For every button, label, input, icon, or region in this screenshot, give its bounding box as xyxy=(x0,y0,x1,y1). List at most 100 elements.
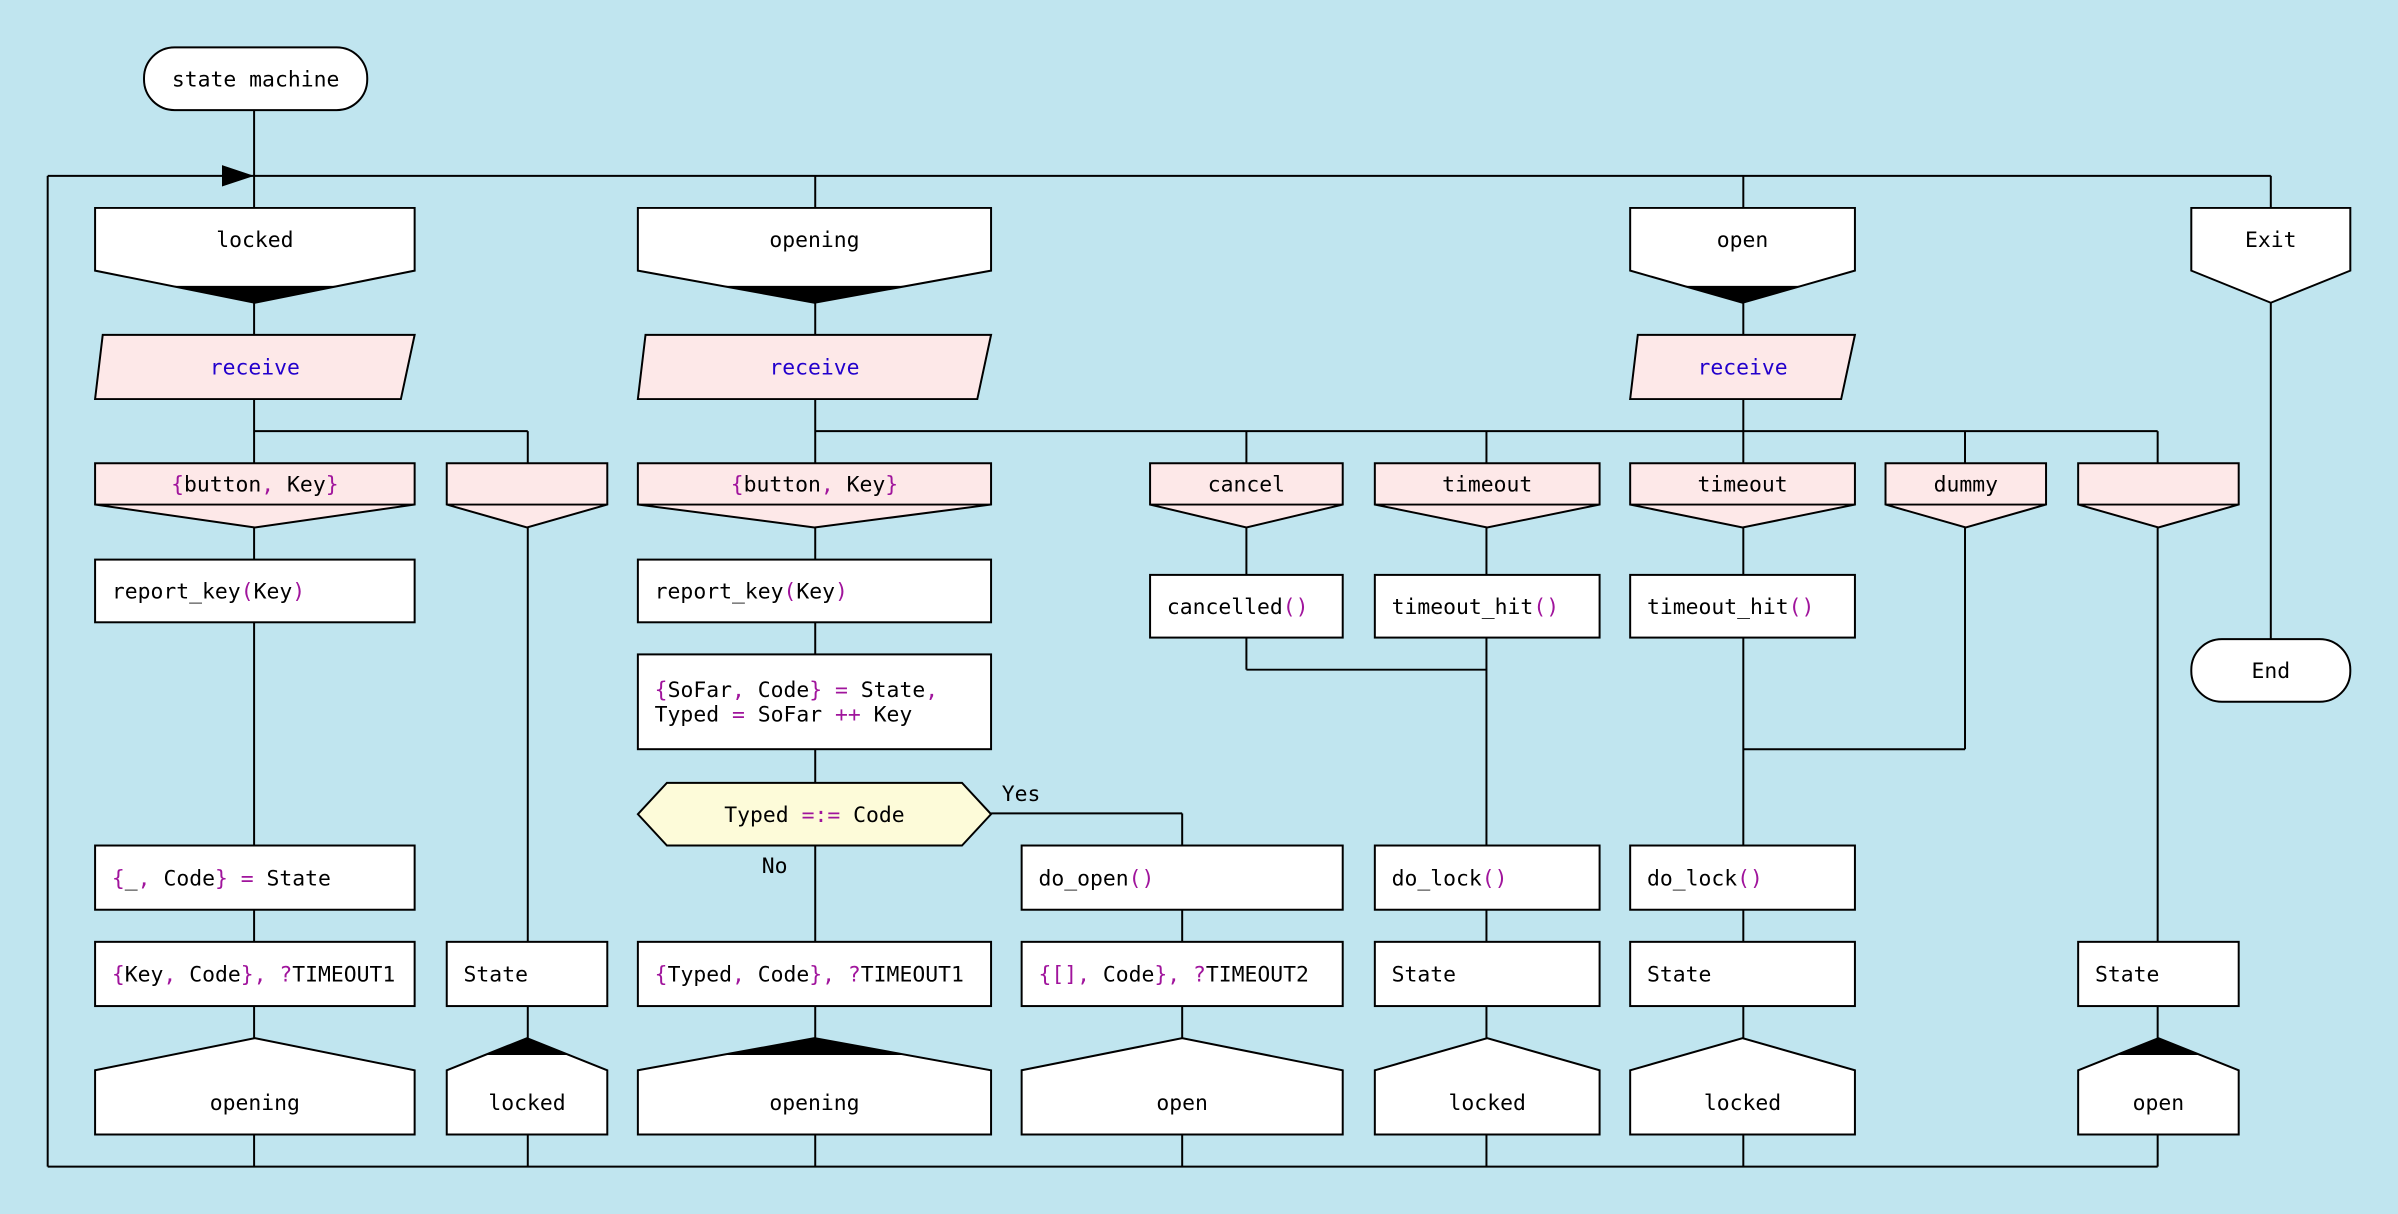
node-label: report_key(Key) xyxy=(655,580,848,605)
label-token: State xyxy=(267,866,331,891)
action-shape xyxy=(1629,573,1856,639)
label-token: button xyxy=(744,473,821,498)
node-label: Typed = SoFar ++ Key xyxy=(655,703,913,728)
node-label: open xyxy=(2133,1091,2185,1116)
action-node: {_, Code} = State xyxy=(94,844,416,911)
node-label: open xyxy=(1156,1091,1208,1116)
node-label: State xyxy=(464,963,528,988)
action-node: report_key(Key) xyxy=(636,558,993,624)
yes-label: Yes xyxy=(1002,782,1041,807)
node-label: {_, Code} = State xyxy=(112,866,331,891)
label-token: , xyxy=(163,963,176,988)
label-token: report_key xyxy=(655,580,784,605)
label-token: receive xyxy=(769,356,859,381)
label-token: state machine xyxy=(172,67,339,92)
receive-shape xyxy=(1629,333,1857,401)
receive-node: receive xyxy=(636,333,993,401)
pattern-node: {button, Key} xyxy=(636,462,993,529)
label-token: TIMEOUT1 xyxy=(861,963,964,988)
pattern-node: cancel xyxy=(1149,462,1344,529)
node-label: opening xyxy=(769,1091,859,1116)
state-marker xyxy=(721,285,907,303)
next-node: open xyxy=(1020,1037,1344,1136)
loop-arrow-icon xyxy=(221,165,255,187)
next-state-shape xyxy=(1020,1037,1344,1136)
label-token: {[] xyxy=(1038,963,1077,988)
next-state-shape xyxy=(94,1037,416,1136)
action-shape xyxy=(1629,940,1856,1008)
next-node: opening xyxy=(94,1037,416,1136)
node-label: timeout xyxy=(1442,473,1532,498)
pattern-shape xyxy=(1884,462,2048,529)
label-token: opening xyxy=(769,1091,859,1116)
node-label: State xyxy=(2095,963,2159,988)
state-shape xyxy=(2190,206,2352,304)
node-label: {Key, Code}, ?TIMEOUT1 xyxy=(112,963,395,988)
node-label: {button, Key} xyxy=(731,473,898,498)
label-token: Key xyxy=(254,580,293,605)
label-token: { xyxy=(655,678,668,703)
label-token: Key xyxy=(861,703,913,728)
pattern-node xyxy=(445,462,609,529)
node-label: locked xyxy=(1449,1091,1526,1116)
node-label: End xyxy=(2251,659,2290,684)
node-label: receive xyxy=(769,356,859,381)
action-shape xyxy=(1020,940,1344,1008)
action-node: do_lock() xyxy=(1373,844,1601,911)
node-label: Exit xyxy=(2245,228,2297,253)
pattern-shape xyxy=(636,462,993,529)
label-token: Key xyxy=(834,473,886,498)
label-token: receive xyxy=(1697,356,1787,381)
label-token: ( xyxy=(241,580,254,605)
node-label: locked xyxy=(488,1091,565,1116)
label-token: () xyxy=(1533,595,1559,620)
action-shape xyxy=(445,940,609,1008)
label-token: , ? xyxy=(1167,963,1206,988)
node-label: timeout_hit() xyxy=(1392,595,1559,620)
terminal-node: state machine xyxy=(143,46,369,112)
label-token: End xyxy=(2251,659,2290,684)
label-token: } xyxy=(809,678,822,703)
label-token: = xyxy=(822,678,861,703)
pattern-node xyxy=(2077,462,2240,529)
label-token: Code xyxy=(745,963,809,988)
pattern-node: timeout xyxy=(1629,462,1856,529)
label-token: } xyxy=(1154,963,1167,988)
label-token: { xyxy=(112,866,125,891)
label-token: , xyxy=(821,473,834,498)
node-label: locked xyxy=(216,228,293,253)
label-token: do_lock xyxy=(1392,866,1482,891)
label-token: cancel xyxy=(1208,473,1285,498)
label-token: State xyxy=(1647,963,1711,988)
label-token: TIMEOUT1 xyxy=(292,963,395,988)
label-token: cancelled xyxy=(1167,595,1283,620)
label-token: , xyxy=(925,678,938,703)
node-label: {button, Key} xyxy=(171,473,338,498)
receive-shape xyxy=(93,333,416,401)
action-node: {[], Code}, ?TIMEOUT2 xyxy=(1020,940,1344,1008)
label-token: () xyxy=(1129,866,1155,891)
terminal-node: End xyxy=(2190,638,2352,703)
label-token: =:= xyxy=(802,803,841,828)
label-token: ( xyxy=(783,580,796,605)
label-token: Key xyxy=(796,580,835,605)
action-shape xyxy=(1629,844,1856,911)
pattern-shape xyxy=(1149,462,1344,529)
label-token: , xyxy=(732,963,745,988)
node-label: report_key(Key) xyxy=(112,580,305,605)
label-token: ) xyxy=(835,580,848,605)
label-token: do_lock xyxy=(1647,866,1737,891)
action-shape xyxy=(1373,940,1601,1008)
state-marker xyxy=(1683,285,1802,303)
label-token: Code xyxy=(840,803,904,828)
node-label: cancelled() xyxy=(1167,595,1309,620)
action-shape xyxy=(2077,940,2240,1008)
node-label: timeout xyxy=(1697,473,1787,498)
label-token: } xyxy=(215,866,228,891)
node-label: state machine xyxy=(172,67,339,92)
node-label: open xyxy=(1717,228,1769,253)
node-label: receive xyxy=(210,356,300,381)
label-token: SoFar xyxy=(668,678,733,703)
node-label: {Typed, Code}, ?TIMEOUT1 xyxy=(655,963,964,988)
label-token: } xyxy=(809,963,822,988)
